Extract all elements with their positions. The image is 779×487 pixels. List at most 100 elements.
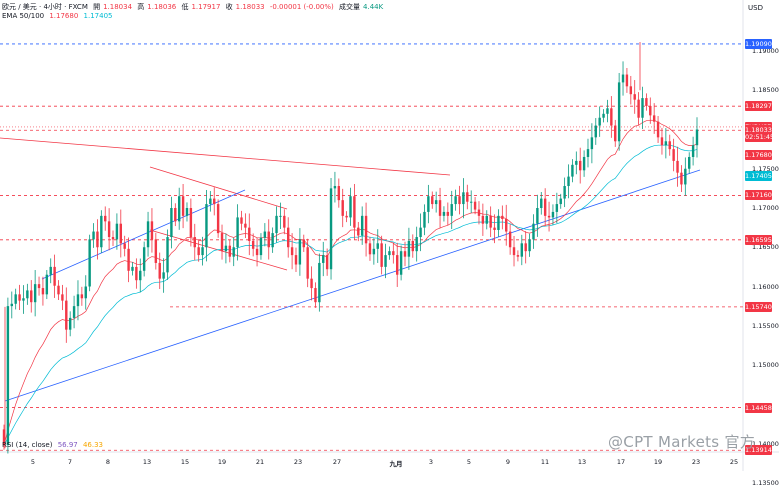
candle-body [660, 137, 664, 146]
candle-body [551, 211, 555, 218]
candle-body [403, 251, 407, 257]
candle [672, 138, 675, 172]
candle-body [22, 298, 25, 301]
trendline-channel-top [149, 166, 288, 210]
candle [119, 209, 123, 258]
candle-body [450, 204, 453, 216]
candle-body [294, 255, 298, 265]
candle-body [532, 223, 535, 240]
candle [61, 284, 64, 311]
candle [310, 266, 313, 301]
candle [360, 206, 364, 245]
candle [139, 258, 142, 293]
candle [559, 193, 562, 209]
time-tick: 7 [67, 458, 73, 466]
candle-body [559, 198, 562, 205]
candle-body [392, 251, 395, 256]
time-tick: 11 [540, 458, 550, 466]
candle [244, 213, 247, 238]
candle [625, 67, 629, 93]
candle-body [481, 215, 485, 224]
candle-body [501, 215, 504, 219]
candle-body [621, 74, 625, 83]
candle [388, 246, 391, 260]
candle-body [641, 98, 644, 118]
candle [617, 72, 621, 151]
candle-body [594, 125, 597, 138]
candle-body [567, 176, 570, 187]
candle-body [446, 211, 450, 216]
candle [193, 223, 196, 261]
candle [380, 235, 383, 275]
candle [53, 254, 56, 298]
candle-body [637, 99, 640, 118]
candle-body [590, 137, 594, 150]
candle-body [349, 196, 352, 218]
candle-body [322, 255, 325, 263]
candle [676, 146, 679, 187]
candle-body [536, 208, 539, 224]
candle [115, 213, 119, 250]
candle-body [388, 251, 391, 256]
candle [582, 150, 586, 177]
candle-body [360, 215, 364, 236]
candle [434, 191, 438, 213]
candle [26, 283, 29, 305]
price-tag: 1.17405 [745, 171, 772, 182]
candle-body [271, 233, 274, 248]
candle [633, 80, 636, 114]
candle-body [364, 215, 368, 244]
candle-body [244, 223, 247, 228]
candle [372, 238, 376, 265]
candle [691, 136, 695, 166]
candle-body [220, 233, 224, 252]
candle-body [625, 74, 629, 87]
candle-body [193, 237, 196, 248]
candle [419, 213, 422, 252]
ema-legend[interactable]: EMA 50/100 1.17680 1.17405 [2, 12, 115, 20]
candle [610, 96, 613, 138]
candle [695, 117, 699, 158]
rsi-label: RSI (14, close) [2, 441, 53, 449]
candle [72, 295, 76, 329]
candle-body [520, 243, 524, 257]
candle [104, 206, 107, 231]
candle [442, 206, 446, 222]
candle-body [49, 266, 52, 275]
candle [668, 134, 671, 156]
candle [392, 242, 395, 264]
price-tick: 1.19000 [752, 47, 779, 55]
low-value: 1.17917 [191, 3, 221, 11]
candle [353, 183, 356, 240]
candle [656, 115, 660, 144]
candle [641, 86, 644, 130]
price-tag: 02:51:45 [745, 131, 775, 142]
candle [571, 159, 574, 183]
candle-body [142, 247, 146, 271]
candle-body [201, 247, 204, 256]
candle-body [72, 306, 76, 318]
candle-body [224, 245, 228, 252]
rsi-legend[interactable]: RSI (14, close) 56.97 46.33 [2, 441, 106, 449]
candle-body [396, 255, 399, 275]
candle-body [213, 198, 216, 205]
candle [520, 234, 524, 266]
candle-body [508, 231, 512, 248]
candle-body [209, 198, 212, 205]
candle [481, 203, 485, 236]
candle [368, 236, 372, 261]
candle [649, 97, 652, 124]
candle-body [434, 200, 438, 205]
candle-body [614, 125, 617, 142]
candle-body [415, 237, 418, 252]
candle [123, 235, 126, 257]
candle-body [575, 160, 578, 165]
candle-body [290, 247, 294, 256]
candle-body [314, 288, 317, 303]
candle [575, 151, 578, 175]
candle-body [384, 255, 387, 267]
candle-body [263, 231, 267, 238]
time-tick: 5 [466, 458, 472, 466]
price-tick: 1.15000 [752, 361, 779, 369]
candle-body [41, 288, 45, 295]
